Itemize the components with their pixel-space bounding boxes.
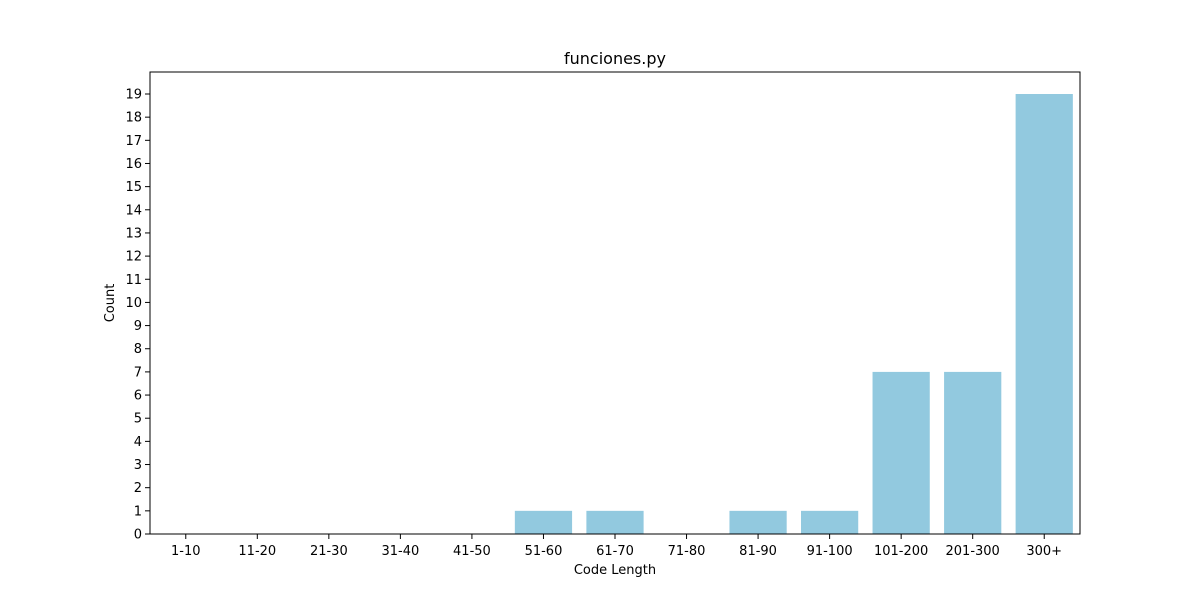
x-tick-label: 91-100	[807, 544, 853, 559]
x-tick-label: 51-60	[525, 544, 563, 559]
y-tick-label: 5	[134, 412, 142, 427]
chart-title: funciones.py	[564, 49, 666, 68]
x-tick-label: 61-70	[596, 544, 634, 559]
y-tick-label: 4	[134, 435, 142, 450]
bar-61-70	[586, 510, 644, 534]
y-tick-label: 0	[134, 528, 142, 543]
x-tick-label: 41-50	[453, 544, 491, 559]
y-tick-label: 15	[125, 180, 142, 195]
bar-300+	[1015, 94, 1073, 534]
x-tick-label: 1-10	[171, 544, 201, 559]
y-tick-label: 12	[125, 250, 142, 265]
y-tick-label: 14	[125, 203, 142, 218]
y-tick-label: 1	[134, 504, 142, 519]
x-tick-label: 71-80	[668, 544, 706, 559]
y-tick-label: 8	[134, 342, 142, 357]
y-tick-label: 16	[125, 157, 142, 172]
x-tick-label: 21-30	[310, 544, 348, 559]
y-tick-label: 17	[125, 134, 142, 149]
bar-101-200	[872, 371, 930, 534]
y-tick-label: 6	[134, 389, 142, 404]
x-tick-label: 81-90	[739, 544, 777, 559]
plot-frame	[149, 71, 1081, 535]
x-axis-ticks: 1-10 11-20 21-30 31-40 41-50 51-60 61-70 71-80 8…	[171, 534, 1062, 559]
bar-81-90	[729, 510, 787, 534]
y-tick-label: 7	[134, 365, 142, 380]
x-tick-label: 201-300	[946, 544, 1000, 559]
y-tick-label: 10	[125, 296, 142, 311]
bar-201-300	[944, 371, 1002, 534]
y-tick-label: 3	[134, 458, 142, 473]
y-tick-label: 9	[134, 319, 142, 334]
y-axis-label: Count	[103, 284, 118, 323]
x-axis-label: Code Length	[574, 563, 656, 578]
y-tick-label: 11	[125, 273, 142, 288]
x-tick-label: 300+	[1026, 544, 1062, 559]
bar-91-100	[801, 510, 859, 534]
y-tick-label: 2	[134, 481, 142, 496]
bar-51-60	[514, 510, 573, 534]
x-tick-label: 101-200	[874, 544, 928, 559]
x-tick-label: 31-40	[381, 544, 419, 559]
y-tick-label: 13	[125, 226, 142, 241]
y-tick-label: 18	[125, 111, 142, 126]
x-tick-label: 11-20	[238, 544, 276, 559]
y-tick-label: 19	[125, 88, 142, 103]
bars-layer	[514, 94, 1073, 534]
